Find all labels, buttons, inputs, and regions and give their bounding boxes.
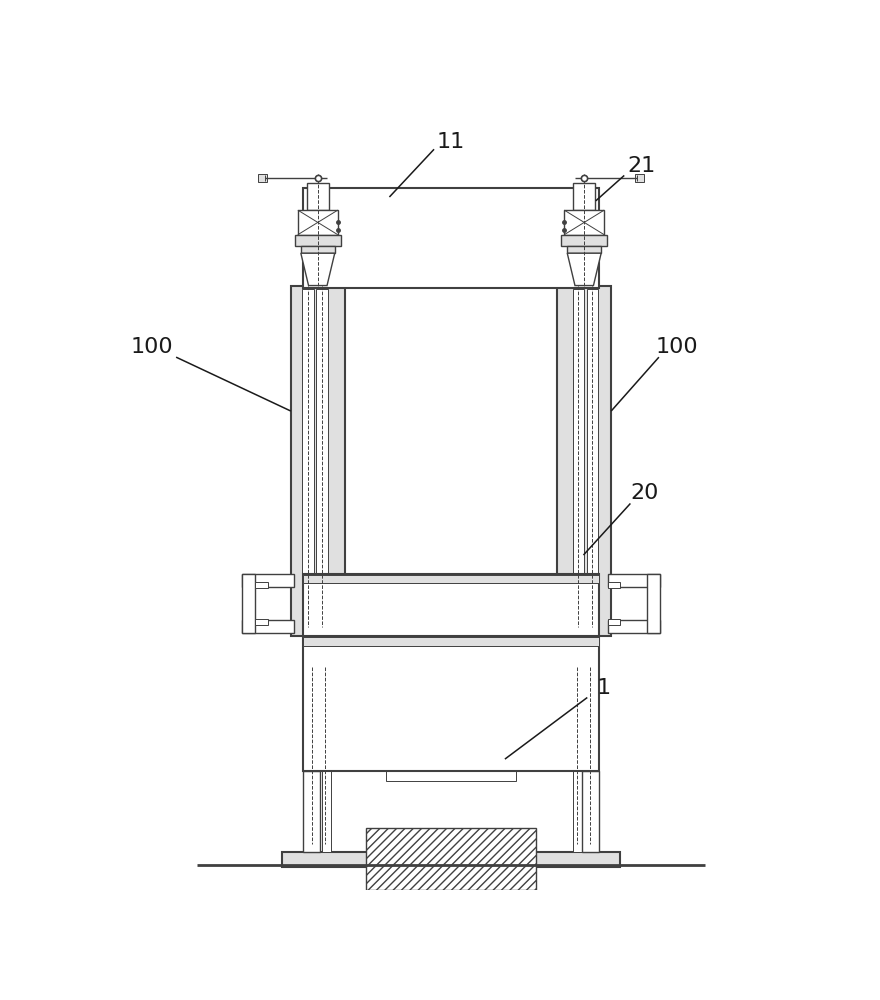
Bar	[561, 235, 607, 246]
Bar	[304, 637, 598, 646]
Bar	[557, 286, 611, 636]
Bar	[304, 188, 598, 288]
Bar	[574, 183, 595, 210]
Bar	[258, 174, 267, 182]
Text: 21: 21	[627, 156, 656, 176]
Bar	[282, 852, 620, 867]
Text: 20: 20	[631, 483, 659, 503]
Bar	[304, 771, 320, 852]
Bar	[295, 235, 341, 246]
Bar	[297, 210, 338, 235]
Bar	[303, 289, 314, 628]
Text: 1: 1	[597, 678, 611, 698]
Bar	[573, 771, 582, 852]
Bar	[255, 619, 268, 625]
Bar	[242, 574, 255, 633]
Bar	[385, 767, 517, 781]
Bar	[647, 574, 660, 633]
Bar	[573, 289, 584, 628]
Bar	[564, 210, 605, 235]
Bar	[568, 246, 601, 253]
Bar	[307, 183, 328, 210]
Polygon shape	[568, 253, 601, 286]
Bar	[255, 582, 268, 588]
Bar	[608, 620, 660, 633]
Text: 100: 100	[656, 337, 698, 357]
Bar	[608, 619, 620, 625]
Bar	[635, 174, 644, 182]
Bar	[291, 286, 345, 636]
Bar	[304, 574, 598, 636]
Bar	[608, 574, 660, 587]
Bar	[304, 575, 598, 583]
Bar	[242, 574, 294, 587]
Bar	[366, 828, 536, 890]
Text: 11: 11	[436, 132, 466, 152]
Bar	[608, 582, 620, 588]
Bar	[316, 289, 328, 628]
Bar	[242, 620, 294, 633]
Bar	[301, 246, 334, 253]
Bar	[587, 289, 598, 628]
Bar	[582, 771, 599, 852]
Text: 100: 100	[131, 337, 173, 357]
Polygon shape	[301, 253, 334, 286]
Bar	[304, 636, 598, 771]
Bar	[322, 771, 331, 852]
